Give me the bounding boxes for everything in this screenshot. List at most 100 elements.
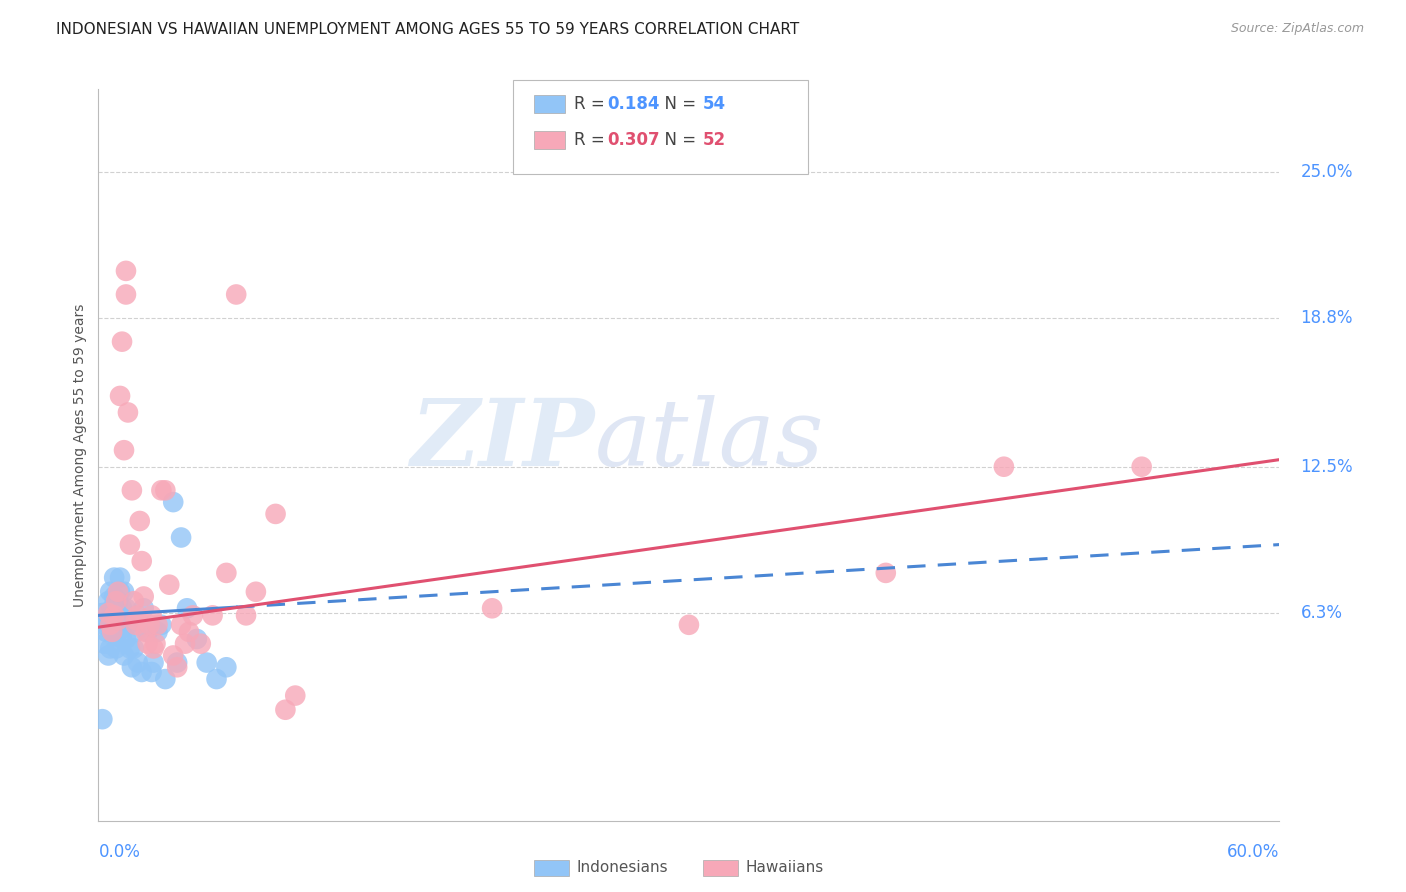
Point <box>103 608 125 623</box>
Point <box>125 617 148 632</box>
Text: 52: 52 <box>703 131 725 149</box>
Point <box>108 571 131 585</box>
Point <box>107 624 129 639</box>
Point <box>96 624 118 639</box>
Point <box>177 624 200 639</box>
Point <box>245 584 267 599</box>
Text: R =: R = <box>574 95 610 113</box>
Point <box>128 514 150 528</box>
Point <box>118 538 141 552</box>
Point <box>115 264 138 278</box>
Point <box>105 613 128 627</box>
Text: 54: 54 <box>703 95 725 113</box>
Text: R =: R = <box>574 131 610 149</box>
Point <box>91 606 114 620</box>
Point <box>93 637 115 651</box>
Point <box>107 594 129 608</box>
Point <box>264 507 287 521</box>
Point <box>112 584 135 599</box>
Point <box>141 665 163 679</box>
Point <box>176 601 198 615</box>
Point <box>166 660 188 674</box>
Point <box>98 641 121 656</box>
Point <box>103 571 125 585</box>
Point <box>115 632 138 646</box>
Point <box>125 624 148 639</box>
Point <box>97 606 120 620</box>
Point <box>122 641 145 656</box>
Point <box>235 608 257 623</box>
Point <box>274 703 297 717</box>
Point <box>678 617 700 632</box>
Point <box>174 637 197 651</box>
Point <box>122 594 145 608</box>
Point <box>111 601 134 615</box>
Point <box>136 637 159 651</box>
Point <box>93 617 115 632</box>
Point <box>136 624 159 639</box>
Point <box>127 608 149 623</box>
Point <box>97 613 120 627</box>
Point <box>115 601 138 615</box>
Y-axis label: Unemployment Among Ages 55 to 59 years: Unemployment Among Ages 55 to 59 years <box>73 303 87 607</box>
Text: 18.8%: 18.8% <box>1301 309 1353 327</box>
Point <box>155 483 177 498</box>
Point <box>225 287 247 301</box>
Text: INDONESIAN VS HAWAIIAN UNEMPLOYMENT AMONG AGES 55 TO 59 YEARS CORRELATION CHART: INDONESIAN VS HAWAIIAN UNEMPLOYMENT AMON… <box>56 22 800 37</box>
Point <box>141 608 163 623</box>
Point <box>195 656 218 670</box>
Point <box>284 689 307 703</box>
Text: N =: N = <box>654 95 702 113</box>
Point <box>205 672 228 686</box>
Point <box>96 608 118 623</box>
Point <box>215 660 238 674</box>
Text: ZIP: ZIP <box>411 395 595 485</box>
Point <box>108 584 131 599</box>
Point <box>166 656 188 670</box>
Point <box>117 617 139 632</box>
Point <box>108 617 131 632</box>
Point <box>150 617 173 632</box>
Text: 60.0%: 60.0% <box>1227 843 1279 861</box>
Text: Source: ZipAtlas.com: Source: ZipAtlas.com <box>1230 22 1364 36</box>
Point <box>105 594 128 608</box>
Point <box>101 608 124 623</box>
Point <box>215 566 238 580</box>
Point <box>875 566 897 580</box>
Text: N =: N = <box>654 131 702 149</box>
Text: 0.0%: 0.0% <box>98 843 141 861</box>
Point <box>146 624 169 639</box>
Point <box>142 641 165 656</box>
Point <box>481 601 503 615</box>
Point <box>186 632 208 646</box>
Point <box>112 443 135 458</box>
Point <box>111 334 134 349</box>
Point <box>98 584 121 599</box>
Point <box>131 554 153 568</box>
Point <box>142 656 165 670</box>
Point <box>127 656 149 670</box>
Point <box>132 590 155 604</box>
Point <box>145 637 167 651</box>
Point <box>1130 459 1153 474</box>
Point <box>101 624 124 639</box>
Text: 12.5%: 12.5% <box>1301 458 1353 475</box>
Text: 6.3%: 6.3% <box>1301 604 1343 622</box>
Point <box>98 617 121 632</box>
Point <box>146 617 169 632</box>
Text: atlas: atlas <box>595 395 824 485</box>
Text: Indonesians: Indonesians <box>576 860 668 874</box>
Point <box>132 601 155 615</box>
Point <box>162 495 184 509</box>
Point <box>118 613 141 627</box>
Point <box>112 648 135 663</box>
Text: 0.184: 0.184 <box>607 95 659 113</box>
Point <box>97 648 120 663</box>
Point <box>201 608 224 623</box>
Point <box>135 624 157 639</box>
Point <box>155 672 177 686</box>
Point <box>125 613 148 627</box>
Point <box>98 617 121 632</box>
Point <box>131 665 153 679</box>
Point <box>162 648 184 663</box>
